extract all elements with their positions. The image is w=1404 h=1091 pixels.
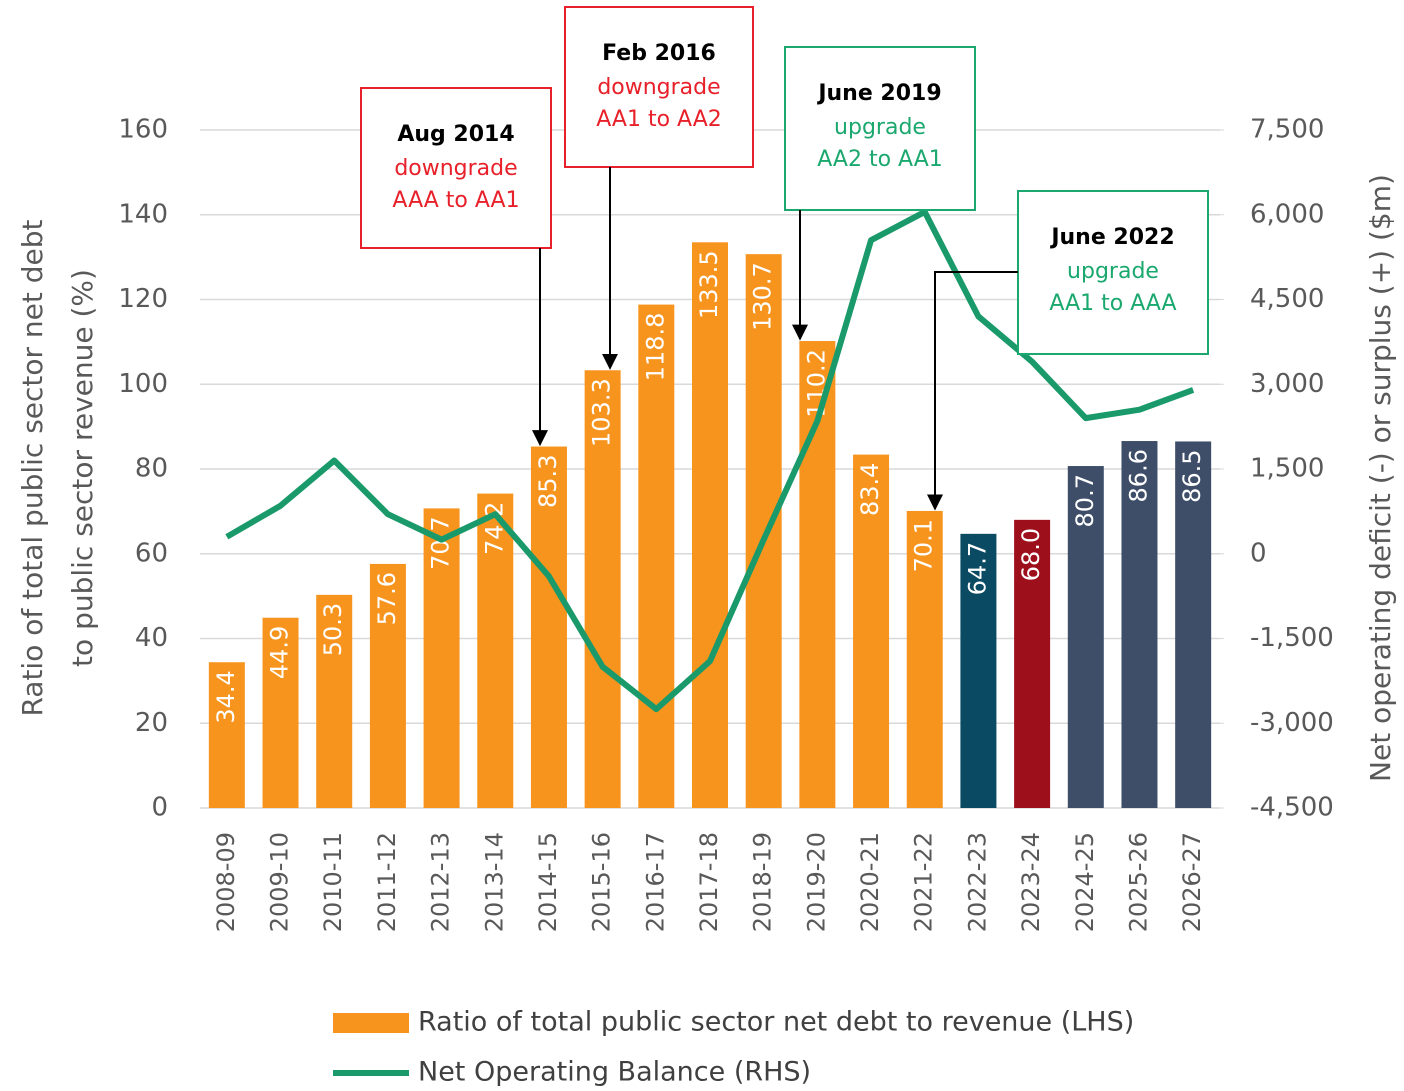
y2-tick-label: -3,000 <box>1250 708 1334 738</box>
y2-tick-label: -4,500 <box>1250 793 1334 823</box>
y2-tick-label: 1,500 <box>1250 454 1324 484</box>
bar-value-label: 34.4 <box>212 670 240 723</box>
y2-tick-label: 7,500 <box>1250 115 1324 145</box>
y-tick-label: 40 <box>135 623 168 653</box>
annotation-title: June 2019 <box>816 81 941 106</box>
bar-value-label: 57.6 <box>373 572 401 625</box>
annotation-text: AA1 to AA2 <box>596 107 722 132</box>
legend-swatch <box>333 1013 409 1033</box>
x-tick-label: 2017-18 <box>695 832 723 932</box>
annotation-text: AA2 to AA1 <box>817 147 943 172</box>
bar <box>316 594 353 808</box>
bar <box>530 446 567 808</box>
legend-label: Net Operating Balance (RHS) <box>418 1057 811 1088</box>
y-tick-label: 100 <box>118 369 168 399</box>
bar-value-label: 64.7 <box>963 542 991 595</box>
bar-value-label: 70.1 <box>910 519 938 572</box>
annotation-box <box>784 46 976 211</box>
x-tick-label: 2021-22 <box>910 832 938 932</box>
bar <box>477 493 514 808</box>
x-tick-label: 2013-14 <box>480 832 508 932</box>
x-tick-label: 2018-19 <box>749 832 777 932</box>
bar <box>262 617 299 808</box>
x-tick-label: 2016-17 <box>641 832 669 932</box>
bar <box>1014 519 1051 808</box>
annotation-text: upgrade <box>1067 259 1159 284</box>
annotation-box <box>360 87 552 249</box>
bar-value-label: 44.9 <box>266 626 294 679</box>
bar-value-label: 86.5 <box>1178 449 1206 502</box>
annotation-arrow <box>927 271 1018 511</box>
y2-axis-title: Net operating deficit (-) or surplus (+)… <box>1364 174 1397 782</box>
bar <box>692 242 728 808</box>
x-tick-label: 2024-25 <box>1071 832 1099 932</box>
y-axis-title: Ratio of total public sector net debt <box>16 219 49 716</box>
bar-value-label: 86.6 <box>1124 449 1152 502</box>
bar-value-label: 83.4 <box>856 463 884 516</box>
y2-tick-label: 0 <box>1250 538 1267 568</box>
y-tick-label: 20 <box>135 708 168 738</box>
y2-tick-label: -1,500 <box>1250 623 1334 653</box>
bar <box>906 510 943 808</box>
bar-value-label: 50.3 <box>319 603 347 656</box>
x-tick-label: 2026-27 <box>1178 832 1206 932</box>
bar-value-label: 130.7 <box>749 262 777 331</box>
bar-value-label: 80.7 <box>1071 474 1099 527</box>
bar <box>1175 441 1212 808</box>
y-tick-label: 120 <box>118 284 168 314</box>
line <box>225 208 1195 713</box>
bar <box>853 454 890 808</box>
y-tick-label: 160 <box>118 115 168 145</box>
annotation-title: Aug 2014 <box>397 122 514 147</box>
x-tick-label: 2020-21 <box>856 832 884 932</box>
x-tick-label: 2009-10 <box>266 832 294 932</box>
x-tick-label: 2011-12 <box>373 832 401 932</box>
annotation-text: downgrade <box>394 156 517 181</box>
bar-value-label: 118.8 <box>641 313 669 382</box>
y2-tick-label: 6,000 <box>1250 199 1324 229</box>
y2-tick-label: 4,500 <box>1250 284 1324 314</box>
bar <box>1067 466 1104 808</box>
x-tick-label: 2012-13 <box>427 832 455 932</box>
y-tick-label: 60 <box>135 538 168 568</box>
bar <box>1121 441 1158 808</box>
y-tick-label: 80 <box>135 454 168 484</box>
x-tick-label: 2014-15 <box>534 832 562 932</box>
bar-value-label: 133.5 <box>695 250 723 319</box>
annotation-text: AAA to AA1 <box>392 188 519 213</box>
annotation-text: downgrade <box>597 75 720 100</box>
bar <box>369 563 406 808</box>
annotation-title: Feb 2016 <box>602 41 716 66</box>
bar <box>960 533 997 808</box>
annotation-text: upgrade <box>834 115 926 140</box>
x-tick-label: 2022-23 <box>963 832 991 932</box>
bar-value-label: 68.0 <box>1017 528 1045 581</box>
bar-value-label: 103.3 <box>588 378 616 447</box>
annotation-box <box>1017 190 1209 355</box>
x-tick-label: 2015-16 <box>588 832 616 932</box>
x-tick-label: 2010-11 <box>319 832 347 932</box>
bar <box>423 508 460 808</box>
bar <box>745 254 782 808</box>
x-tick-label: 2025-26 <box>1124 832 1152 932</box>
annotation-text: AA1 to AAA <box>1049 291 1176 316</box>
x-tick-label: 2019-20 <box>802 832 830 932</box>
y2-tick-label: 3,000 <box>1250 369 1324 399</box>
legend-label: Ratio of total public sector net debt to… <box>418 1007 1134 1038</box>
y-tick-label: 0 <box>151 793 168 823</box>
annotation-box <box>564 6 754 168</box>
x-tick-label: 2023-24 <box>1017 832 1045 932</box>
bar <box>638 304 675 808</box>
y-axis-title: to public sector revenue (%) <box>66 269 99 667</box>
bar <box>208 662 245 808</box>
bar <box>584 370 621 808</box>
annotation-title: June 2022 <box>1049 225 1174 250</box>
bar-value-label: 85.3 <box>534 455 562 508</box>
y-tick-label: 140 <box>118 199 168 229</box>
x-tick-label: 2008-09 <box>212 832 240 932</box>
bar-value-label: 70.7 <box>427 516 455 569</box>
